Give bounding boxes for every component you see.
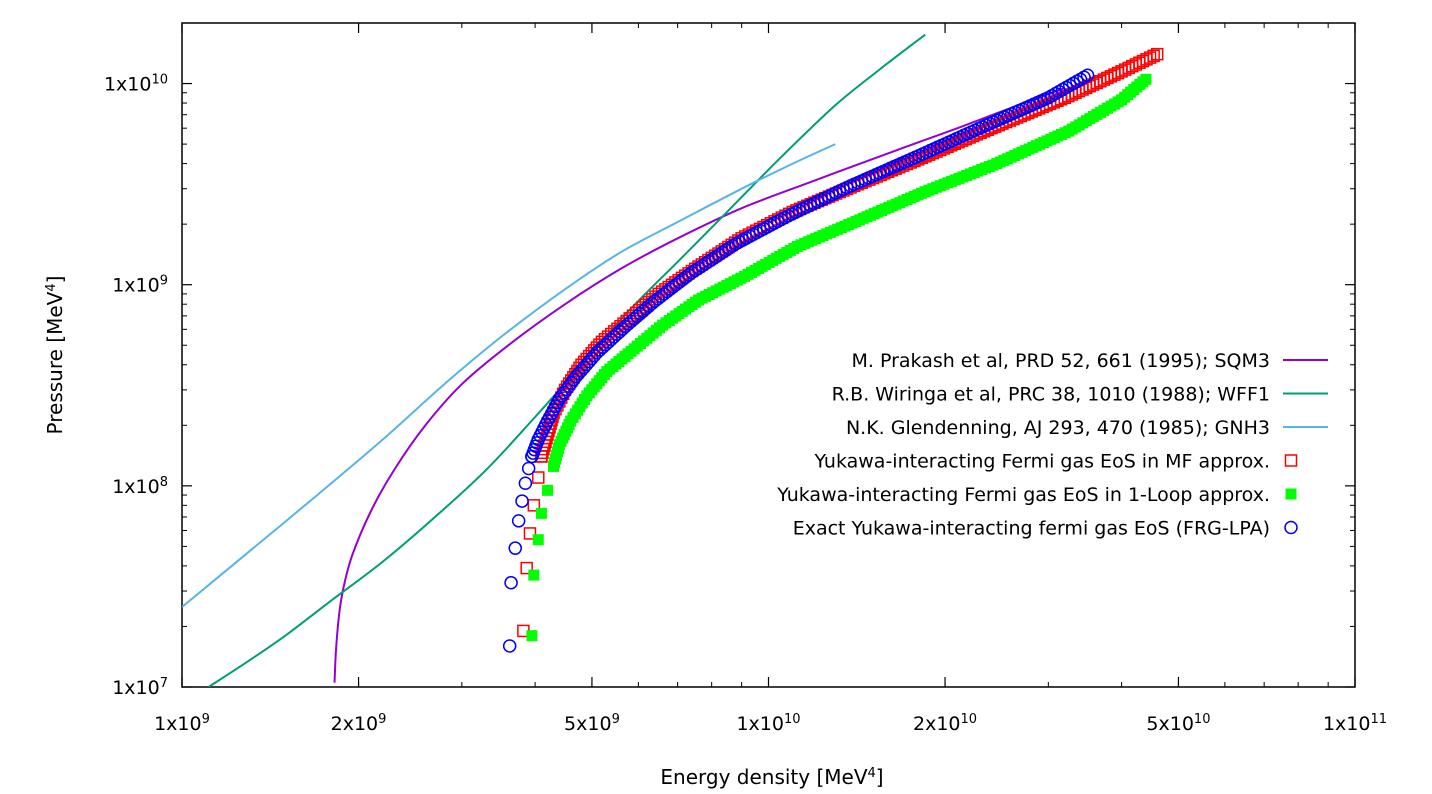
- data-point: [1150, 47, 1164, 61]
- legend-label: N.K. Glendenning, AJ 293, 470 (1985); GN…: [846, 417, 1270, 439]
- data-point: [1143, 51, 1157, 64]
- axis-ticks: 1x109 2x109 5x109 1x1010 2x1010 5x1010 1x1011 1…: [104, 22, 1387, 736]
- series-4: [526, 73, 1152, 642]
- legend-label: R.B. Wiringa et al, PRC 38, 1010 (1988);…: [832, 384, 1270, 406]
- series-0: [333, 87, 1066, 683]
- data-point: [518, 476, 533, 491]
- data-point: [1140, 73, 1152, 85]
- legend-swatch: [1284, 520, 1298, 535]
- data-point: [688, 263, 702, 278]
- data-point: [725, 239, 740, 253]
- x-axis-title: Energy density [MeV4]: [660, 765, 883, 789]
- data-point: [715, 245, 730, 260]
- y-axis-title: Pressure [MeV4]: [43, 276, 67, 435]
- data-point: [542, 484, 554, 496]
- series-layer: [182, 33, 1164, 687]
- data-point: [702, 254, 716, 269]
- data-point: [1080, 68, 1095, 82]
- data-point: [526, 630, 538, 642]
- legend-label: M. Prakash et al, PRD 52, 661 (1995); SQ…: [851, 350, 1270, 372]
- legend-label: Exact Yukawa-interacting fermi gas EoS (…: [793, 518, 1270, 540]
- legend-swatch: [1284, 454, 1298, 467]
- data-point: [695, 259, 709, 273]
- data-point: [708, 250, 723, 264]
- data-point: [508, 541, 523, 555]
- series-5: [502, 68, 1095, 653]
- y-tick-label: 1x108: [112, 474, 168, 498]
- data-point: [527, 499, 541, 512]
- data-point: [535, 507, 547, 519]
- x-tick-label: 5x109: [564, 712, 620, 736]
- x-axis-title-sup: 4: [868, 766, 876, 781]
- series-2: [182, 143, 836, 608]
- data-point: [521, 461, 536, 476]
- data-point: [502, 639, 517, 653]
- data-point: [685, 265, 699, 280]
- series-line: [208, 33, 926, 687]
- data-point: [712, 247, 726, 262]
- data-point: [520, 561, 533, 575]
- y-tick-label: 1x107: [112, 676, 168, 700]
- x-tick-label: 1x109: [154, 712, 210, 736]
- y-tick-label: 1x109: [112, 273, 168, 297]
- legend-swatch: [1285, 488, 1297, 500]
- series-line: [182, 143, 836, 608]
- x-tick-label: 2x1010: [913, 712, 977, 736]
- legend: M. Prakash et al, PRD 52, 661 (1995); SQ…: [776, 350, 1328, 540]
- series-1: [208, 33, 926, 687]
- legend-label: Yukawa-interacting Fermi gas EoS in MF a…: [813, 451, 1270, 473]
- legend-label: Yukawa-interacting Fermi gas EoS in 1-Lo…: [776, 484, 1270, 506]
- y-tick-label: 1x1010: [104, 72, 168, 96]
- series-line: [333, 87, 1066, 683]
- data-point: [698, 256, 713, 271]
- data-point: [515, 494, 529, 508]
- y-axis-title-sup: 4: [44, 283, 59, 291]
- data-point: [1147, 49, 1160, 63]
- data-point: [532, 471, 545, 484]
- data-point: [504, 575, 518, 590]
- data-point: [705, 252, 719, 266]
- data-point: [523, 527, 537, 540]
- x-tick-label: 1x1011: [1323, 712, 1387, 736]
- x-tick-label: 5x1010: [1146, 712, 1210, 736]
- x-tick-label: 1x1010: [736, 712, 800, 736]
- data-point: [719, 243, 733, 258]
- data-point: [691, 261, 706, 275]
- data-point: [722, 241, 736, 255]
- data-point: [511, 514, 526, 528]
- x-tick-label: 2x109: [331, 712, 387, 736]
- data-point: [532, 534, 544, 546]
- data-point: [528, 569, 540, 581]
